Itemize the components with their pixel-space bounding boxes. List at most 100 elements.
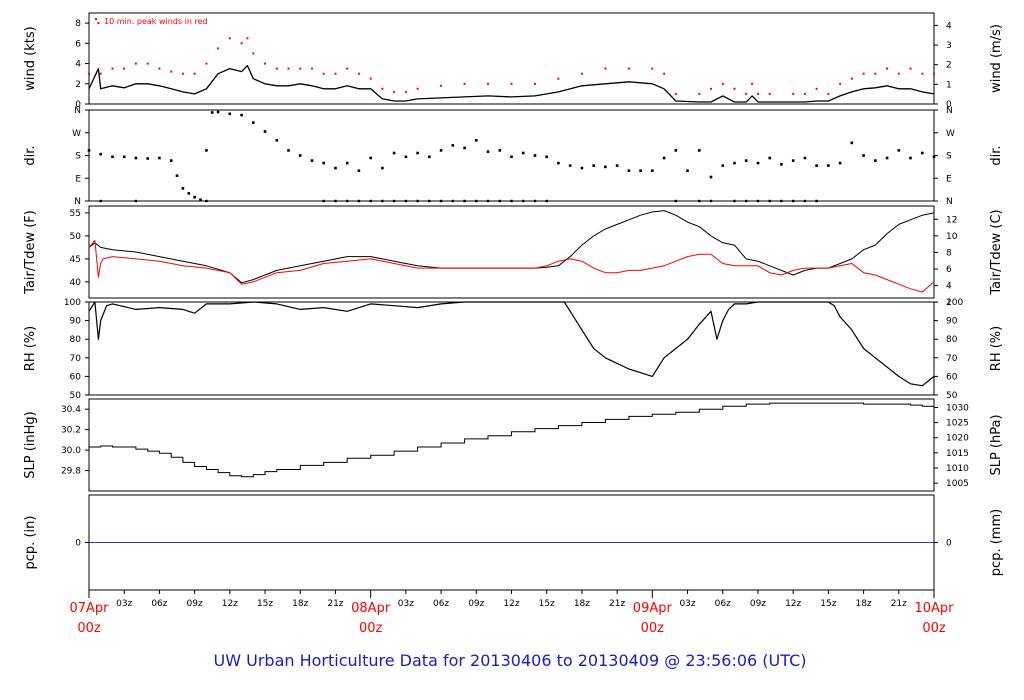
ytick-label-rh-left: 60: [70, 372, 82, 382]
calm-direction-point: [733, 199, 736, 203]
xtick-label: 09z: [750, 599, 766, 609]
ytick-label-rh-right: 60: [946, 372, 958, 382]
ytick-label-temp-left: 55: [70, 209, 81, 219]
wind-peak-annotation: 10 min. peak winds in red: [104, 17, 208, 26]
wind-direction-point: [827, 164, 830, 167]
wind-direction-point: [721, 164, 725, 167]
wind-direction-point: [298, 154, 302, 157]
wind-direction-point: [862, 154, 865, 157]
wind-direction-point: [99, 152, 102, 156]
ytick-label-rh-left: 80: [70, 335, 82, 345]
wind-peak-point: [803, 92, 806, 95]
wind-peak-point: [909, 67, 912, 70]
wind-peak-point: [264, 62, 266, 65]
calm-direction-point: [416, 199, 419, 203]
date-label-bottom: 00z: [359, 621, 383, 636]
wind-direction-point: [885, 156, 889, 160]
wind-direction-point: [709, 175, 713, 179]
date-label-top: 07Apr: [69, 601, 109, 616]
wind-direction-point: [850, 141, 854, 145]
wind-direction-point: [639, 169, 642, 172]
wind-direction-point: [287, 149, 290, 152]
wind-speed-line: [88, 64, 935, 103]
wind-peak-point: [205, 62, 208, 65]
wind-direction-point: [416, 151, 419, 155]
ytick-label-dir-right: W: [946, 129, 955, 139]
wind-peak-point: [246, 37, 249, 40]
calm-direction-point: [428, 199, 431, 203]
ytick-label-wind-right: 4: [946, 21, 952, 31]
wind-direction-point: [568, 164, 572, 167]
wind-direction-point: [216, 110, 220, 114]
ytick-label-slp-right: 1030: [946, 403, 969, 413]
calm-direction-point: [709, 199, 713, 203]
ylabel-rh-right: RH (%): [989, 326, 1004, 371]
ytick-label-dir-right: N: [946, 197, 953, 207]
xtick-label: 09z: [187, 599, 203, 609]
xtick-label: 21z: [609, 599, 625, 609]
ytick-label-wind-left: 2: [75, 80, 81, 90]
ytick-label-rh-left: 100: [64, 298, 81, 308]
ylabel-slp-right: SLP (hPa): [989, 414, 1004, 475]
wind-peak-point: [181, 72, 184, 75]
date-label-top: 08Apr: [351, 601, 391, 616]
wind-direction-point: [310, 159, 314, 162]
ylabel-wind-right: wind (m/s): [989, 24, 1004, 93]
ytick-label-dir-left: N: [74, 197, 81, 207]
wind-peak-point: [921, 72, 924, 75]
wind-direction-point: [252, 121, 255, 124]
xtick-label: 12z: [503, 599, 519, 609]
wind-peak-point: [217, 47, 220, 50]
ylabel-temp-left: Tair/Tdew (F): [23, 210, 38, 295]
calm-direction-point: [439, 199, 443, 203]
wind-direction-point: [275, 139, 279, 142]
wind-direction-point: [791, 159, 795, 162]
wind-direction-point: [874, 159, 877, 162]
ytick-label-wind-left: 4: [75, 60, 81, 70]
xtick-label: 15z: [257, 599, 273, 609]
ytick-label-slp-right: 1010: [946, 464, 969, 474]
wind-peak-point: [839, 82, 842, 85]
wind-direction-point: [592, 164, 595, 167]
axis-labels: 0246801234NESWNNESWN40455055246810125060…: [23, 17, 1004, 636]
calm-direction-point: [803, 199, 807, 203]
ytick-label-temp-right: 6: [946, 265, 952, 275]
calm-direction-point: [522, 199, 525, 203]
ylabel-rh-left: RH (%): [23, 326, 38, 371]
wind-direction-point: [463, 146, 466, 150]
wind-peak-point: [134, 62, 137, 65]
wind-direction-point: [205, 149, 208, 152]
wind-peak-point: [557, 77, 560, 80]
wind-direction-point: [263, 130, 267, 133]
wind-peak-point: [299, 67, 302, 70]
xtick-label: 18z: [574, 599, 590, 609]
wind-direction-point: [498, 149, 502, 152]
xtick-label: 03z: [116, 599, 132, 609]
calm-direction-point: [510, 199, 513, 203]
wind-peak-point: [97, 22, 100, 25]
calm-direction-point: [451, 199, 454, 203]
ylabel-pcp-left: pcp. (in): [23, 516, 38, 570]
wind-direction-point: [932, 155, 936, 159]
wind-peak-point: [850, 77, 853, 80]
wind-direction-point: [475, 139, 478, 142]
wind-peak-point: [815, 87, 818, 90]
wind-direction-point: [404, 155, 408, 159]
wind-peak-point: [534, 82, 536, 85]
wind-peak-point: [252, 52, 255, 55]
ytick-label-wind-right: 3: [946, 41, 952, 51]
wind-direction-point: [240, 113, 243, 117]
xtick-label: 12z: [222, 599, 238, 609]
calm-direction-point: [745, 199, 748, 203]
wind-direction-point: [733, 161, 736, 165]
wind-direction-point: [533, 154, 537, 157]
ytick-label-temp-right: 10: [946, 232, 958, 242]
wind-direction-point: [175, 174, 179, 177]
wind-direction-point: [510, 155, 513, 159]
ytick-label-temp-left: 45: [70, 255, 81, 265]
ytick-label-rh-left: 70: [70, 354, 82, 364]
wind-peak-point: [322, 72, 325, 75]
wind-direction-point: [557, 161, 560, 165]
calm-direction-point: [463, 199, 466, 203]
sea-level-pressure-line: [89, 402, 935, 478]
